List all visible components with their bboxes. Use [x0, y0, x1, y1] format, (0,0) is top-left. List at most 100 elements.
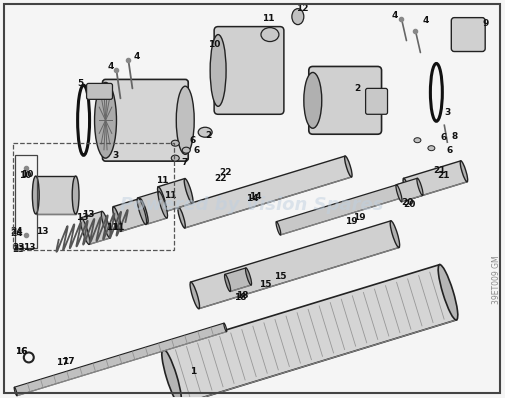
Text: 13: 13 — [76, 213, 89, 222]
Ellipse shape — [139, 199, 148, 223]
Text: Powered by Vision Spares: Powered by Vision Spares — [120, 196, 384, 214]
Ellipse shape — [210, 35, 226, 106]
Ellipse shape — [158, 191, 168, 218]
FancyBboxPatch shape — [366, 88, 387, 114]
Ellipse shape — [460, 161, 468, 182]
Ellipse shape — [171, 155, 179, 161]
Ellipse shape — [94, 82, 117, 158]
Ellipse shape — [178, 207, 185, 228]
Text: 4: 4 — [422, 16, 429, 25]
Polygon shape — [178, 156, 351, 228]
Text: 39ET009 GM: 39ET009 GM — [492, 256, 500, 304]
Text: 4: 4 — [107, 62, 114, 71]
Polygon shape — [14, 323, 227, 396]
Text: 2: 2 — [205, 131, 211, 140]
Ellipse shape — [344, 156, 352, 177]
Text: 10: 10 — [19, 171, 31, 179]
Text: 14: 14 — [248, 191, 261, 201]
Text: 3: 3 — [112, 151, 119, 160]
Polygon shape — [225, 268, 251, 291]
FancyBboxPatch shape — [103, 80, 188, 161]
Text: 10: 10 — [21, 170, 33, 179]
Ellipse shape — [171, 140, 179, 146]
Polygon shape — [191, 221, 399, 309]
Polygon shape — [276, 175, 433, 235]
Text: 19: 19 — [345, 217, 358, 226]
Ellipse shape — [414, 138, 421, 143]
Text: 8: 8 — [451, 132, 458, 141]
Text: 13: 13 — [36, 227, 49, 236]
Text: 13: 13 — [23, 243, 35, 252]
Text: 14: 14 — [246, 193, 259, 203]
Text: 13: 13 — [82, 211, 95, 219]
FancyBboxPatch shape — [86, 84, 113, 100]
Text: 16: 16 — [15, 347, 27, 356]
Ellipse shape — [184, 179, 193, 203]
Ellipse shape — [198, 127, 212, 137]
Ellipse shape — [225, 274, 231, 291]
Text: 6: 6 — [189, 136, 195, 145]
Polygon shape — [163, 265, 457, 398]
Text: 21: 21 — [437, 171, 449, 179]
Polygon shape — [403, 161, 467, 199]
Ellipse shape — [292, 9, 304, 25]
Text: 6: 6 — [193, 146, 199, 155]
Ellipse shape — [176, 86, 194, 154]
Ellipse shape — [276, 222, 281, 235]
Ellipse shape — [417, 178, 423, 195]
Ellipse shape — [137, 198, 146, 224]
Ellipse shape — [224, 323, 227, 332]
Text: 11: 11 — [262, 14, 274, 23]
Ellipse shape — [429, 175, 433, 188]
Text: 11: 11 — [106, 223, 119, 232]
Ellipse shape — [304, 72, 322, 128]
Ellipse shape — [390, 221, 399, 248]
Polygon shape — [138, 191, 167, 224]
Polygon shape — [396, 178, 423, 202]
Text: 24: 24 — [11, 227, 23, 236]
Ellipse shape — [162, 349, 181, 398]
Text: 24: 24 — [11, 229, 23, 238]
Text: 18: 18 — [234, 293, 246, 302]
Text: 17: 17 — [62, 357, 75, 366]
Text: 2: 2 — [355, 84, 361, 93]
Text: 17: 17 — [57, 358, 69, 367]
Text: 6: 6 — [440, 133, 446, 142]
Text: 20: 20 — [403, 201, 416, 209]
Text: 7: 7 — [181, 158, 187, 167]
FancyBboxPatch shape — [451, 18, 485, 51]
Text: 16: 16 — [15, 347, 27, 356]
Ellipse shape — [428, 146, 435, 151]
FancyBboxPatch shape — [309, 66, 382, 134]
Ellipse shape — [80, 218, 90, 244]
Text: 15: 15 — [274, 272, 286, 281]
Text: 6: 6 — [446, 146, 452, 155]
Text: 11: 11 — [156, 176, 169, 185]
Ellipse shape — [32, 176, 39, 214]
Text: 21: 21 — [433, 166, 445, 175]
Ellipse shape — [102, 211, 111, 238]
Ellipse shape — [158, 187, 166, 211]
Ellipse shape — [182, 147, 190, 153]
Text: 4: 4 — [133, 52, 139, 61]
Polygon shape — [113, 199, 147, 231]
Text: 19: 19 — [354, 213, 366, 222]
Ellipse shape — [14, 387, 17, 396]
Polygon shape — [81, 211, 110, 244]
Polygon shape — [158, 179, 192, 211]
Ellipse shape — [72, 176, 79, 214]
Text: 18: 18 — [236, 291, 248, 300]
Text: 15: 15 — [259, 280, 271, 289]
Text: 3: 3 — [444, 108, 450, 117]
Text: 20: 20 — [401, 199, 414, 207]
Text: 11: 11 — [112, 223, 125, 232]
Text: 22: 22 — [219, 168, 231, 177]
Text: 22: 22 — [214, 174, 226, 183]
Text: 1: 1 — [190, 367, 196, 376]
Ellipse shape — [261, 27, 279, 41]
Text: 11: 11 — [164, 191, 177, 199]
Text: 10: 10 — [208, 40, 220, 49]
Ellipse shape — [438, 265, 458, 320]
Text: 4: 4 — [391, 11, 398, 20]
Ellipse shape — [245, 268, 251, 285]
